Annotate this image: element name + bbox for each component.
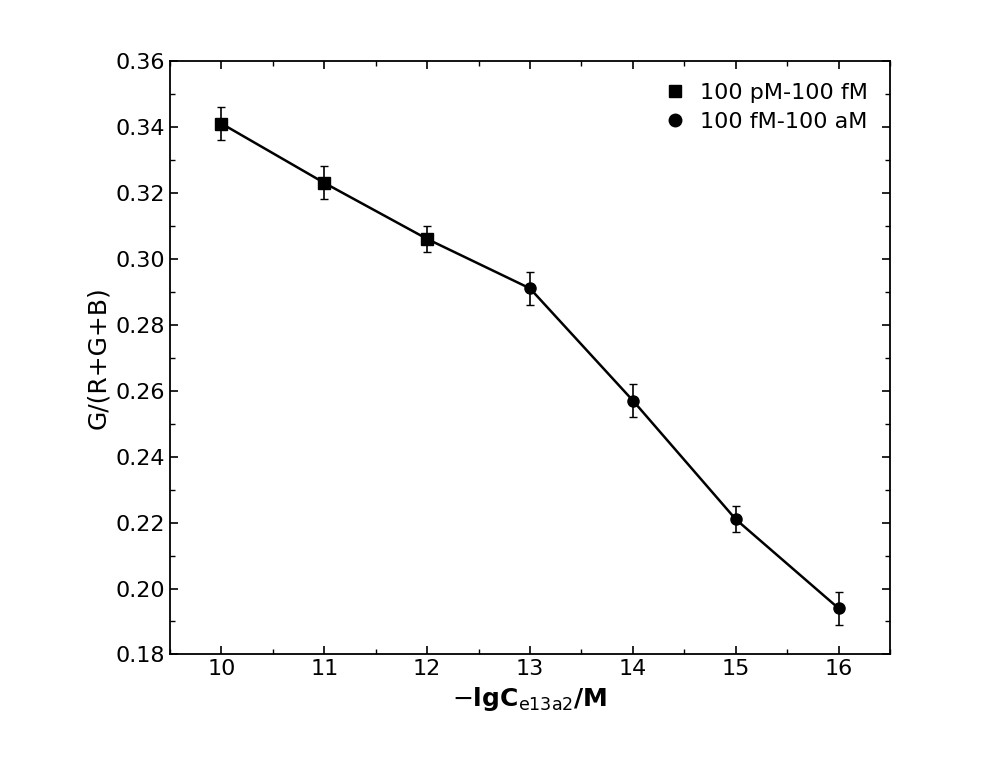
Legend: 100 pM-100 fM, 100 fM-100 aM: 100 pM-100 fM, 100 fM-100 aM (658, 72, 879, 143)
Y-axis label: G/(R+G+B): G/(R+G+B) (86, 286, 110, 429)
X-axis label: $-$lgC$_{\mathrm{e13a2}}$/M: $-$lgC$_{\mathrm{e13a2}}$/M (452, 685, 608, 713)
